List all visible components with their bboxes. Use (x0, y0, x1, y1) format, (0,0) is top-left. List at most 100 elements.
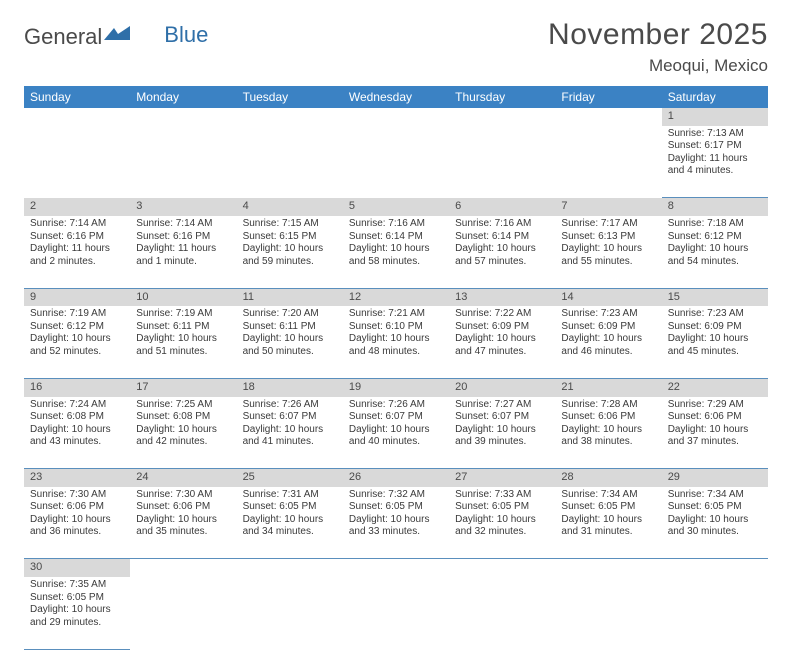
day-line: Daylight: 10 hours (668, 424, 762, 437)
day-line: Daylight: 10 hours (136, 514, 230, 527)
day-line: and 47 minutes. (455, 346, 549, 359)
day-header: Thursday (449, 86, 555, 108)
day-line: Sunrise: 7:19 AM (136, 308, 230, 321)
day-detail-cell: Sunrise: 7:13 AMSunset: 6:17 PMDaylight:… (662, 126, 768, 198)
day-line: Daylight: 11 hours (136, 243, 230, 256)
day-detail-cell: Sunrise: 7:30 AMSunset: 6:06 PMDaylight:… (130, 487, 236, 559)
day-line: and 50 minutes. (243, 346, 337, 359)
day-number-cell (449, 108, 555, 126)
day-line: Sunrise: 7:35 AM (30, 579, 124, 592)
day-line: Sunset: 6:09 PM (561, 321, 655, 334)
week-number-row: 30 (24, 559, 768, 577)
day-line: Sunset: 6:16 PM (136, 231, 230, 244)
week-number-row: 2345678 (24, 198, 768, 216)
day-detail-cell: Sunrise: 7:15 AMSunset: 6:15 PMDaylight:… (237, 216, 343, 288)
day-number-cell: 12 (343, 288, 449, 306)
day-line: Daylight: 10 hours (561, 333, 655, 346)
day-line: Sunset: 6:11 PM (136, 321, 230, 334)
day-number-cell (237, 559, 343, 577)
day-number-cell: 18 (237, 378, 343, 396)
day-number-cell (343, 108, 449, 126)
day-number-cell: 27 (449, 469, 555, 487)
day-line: Sunset: 6:15 PM (243, 231, 337, 244)
day-line: Daylight: 11 hours (668, 153, 762, 166)
day-line: Sunrise: 7:15 AM (243, 218, 337, 231)
day-line: Sunrise: 7:24 AM (30, 399, 124, 412)
day-detail-cell: Sunrise: 7:35 AMSunset: 6:05 PMDaylight:… (24, 577, 130, 649)
day-line: Daylight: 10 hours (349, 243, 443, 256)
day-line: Daylight: 10 hours (349, 333, 443, 346)
day-detail-cell: Sunrise: 7:34 AMSunset: 6:05 PMDaylight:… (662, 487, 768, 559)
day-detail-cell (237, 126, 343, 198)
week-detail-row: Sunrise: 7:30 AMSunset: 6:06 PMDaylight:… (24, 487, 768, 559)
calendar-table: SundayMondayTuesdayWednesdayThursdayFrid… (24, 86, 768, 650)
day-line: Sunset: 6:13 PM (561, 231, 655, 244)
day-line: Sunset: 6:05 PM (561, 501, 655, 514)
day-line: Sunset: 6:12 PM (668, 231, 762, 244)
day-header: Tuesday (237, 86, 343, 108)
day-line: Sunrise: 7:16 AM (455, 218, 549, 231)
day-line: and 48 minutes. (349, 346, 443, 359)
day-line: Sunrise: 7:13 AM (668, 128, 762, 141)
day-number-cell: 1 (662, 108, 768, 126)
day-detail-cell (130, 577, 236, 649)
day-line: Daylight: 10 hours (455, 243, 549, 256)
day-number-cell (24, 108, 130, 126)
day-number-cell: 17 (130, 378, 236, 396)
day-line: Sunset: 6:06 PM (30, 501, 124, 514)
week-number-row: 9101112131415 (24, 288, 768, 306)
day-line: Daylight: 10 hours (243, 424, 337, 437)
day-line: and 59 minutes. (243, 256, 337, 269)
day-number-cell: 28 (555, 469, 661, 487)
day-line: Sunrise: 7:14 AM (30, 218, 124, 231)
day-line: Sunrise: 7:27 AM (455, 399, 549, 412)
day-detail-cell (130, 126, 236, 198)
day-line: Sunset: 6:14 PM (349, 231, 443, 244)
day-number-cell: 26 (343, 469, 449, 487)
logo-flag-icon (104, 24, 130, 50)
day-line: Sunset: 6:10 PM (349, 321, 443, 334)
day-number-cell: 6 (449, 198, 555, 216)
day-detail-cell: Sunrise: 7:17 AMSunset: 6:13 PMDaylight:… (555, 216, 661, 288)
day-detail-cell: Sunrise: 7:32 AMSunset: 6:05 PMDaylight:… (343, 487, 449, 559)
day-line: and 43 minutes. (30, 436, 124, 449)
day-detail-cell: Sunrise: 7:26 AMSunset: 6:07 PMDaylight:… (237, 397, 343, 469)
day-number-cell (343, 559, 449, 577)
day-line: and 39 minutes. (455, 436, 549, 449)
day-detail-cell: Sunrise: 7:14 AMSunset: 6:16 PMDaylight:… (130, 216, 236, 288)
day-line: and 54 minutes. (668, 256, 762, 269)
week-detail-row: Sunrise: 7:13 AMSunset: 6:17 PMDaylight:… (24, 126, 768, 198)
day-line: Sunset: 6:06 PM (561, 411, 655, 424)
day-number-cell (555, 108, 661, 126)
day-number-cell: 7 (555, 198, 661, 216)
day-detail-cell (343, 126, 449, 198)
day-detail-cell: Sunrise: 7:28 AMSunset: 6:06 PMDaylight:… (555, 397, 661, 469)
day-detail-cell: Sunrise: 7:25 AMSunset: 6:08 PMDaylight:… (130, 397, 236, 469)
week-number-row: 23242526272829 (24, 469, 768, 487)
day-line: Daylight: 10 hours (243, 514, 337, 527)
week-number-row: 16171819202122 (24, 378, 768, 396)
day-line: Sunset: 6:07 PM (349, 411, 443, 424)
day-line: and 36 minutes. (30, 526, 124, 539)
week-detail-row: Sunrise: 7:14 AMSunset: 6:16 PMDaylight:… (24, 216, 768, 288)
day-line: Daylight: 10 hours (455, 424, 549, 437)
day-line: and 41 minutes. (243, 436, 337, 449)
day-line: Sunset: 6:17 PM (668, 140, 762, 153)
day-line: Sunrise: 7:23 AM (561, 308, 655, 321)
calendar-body: 1Sunrise: 7:13 AMSunset: 6:17 PMDaylight… (24, 108, 768, 649)
day-number-cell: 5 (343, 198, 449, 216)
day-line: Daylight: 10 hours (30, 514, 124, 527)
day-detail-cell: Sunrise: 7:16 AMSunset: 6:14 PMDaylight:… (449, 216, 555, 288)
day-line: Sunrise: 7:19 AM (30, 308, 124, 321)
day-number-cell (449, 559, 555, 577)
week-detail-row: Sunrise: 7:24 AMSunset: 6:08 PMDaylight:… (24, 397, 768, 469)
day-line: Sunrise: 7:26 AM (349, 399, 443, 412)
location-label: Meoqui, Mexico (548, 56, 768, 76)
day-header: Friday (555, 86, 661, 108)
day-line: Sunset: 6:06 PM (668, 411, 762, 424)
day-line: and 57 minutes. (455, 256, 549, 269)
day-line: Daylight: 10 hours (455, 514, 549, 527)
logo: General Blue (24, 24, 208, 50)
day-line: and 40 minutes. (349, 436, 443, 449)
day-line: and 37 minutes. (668, 436, 762, 449)
